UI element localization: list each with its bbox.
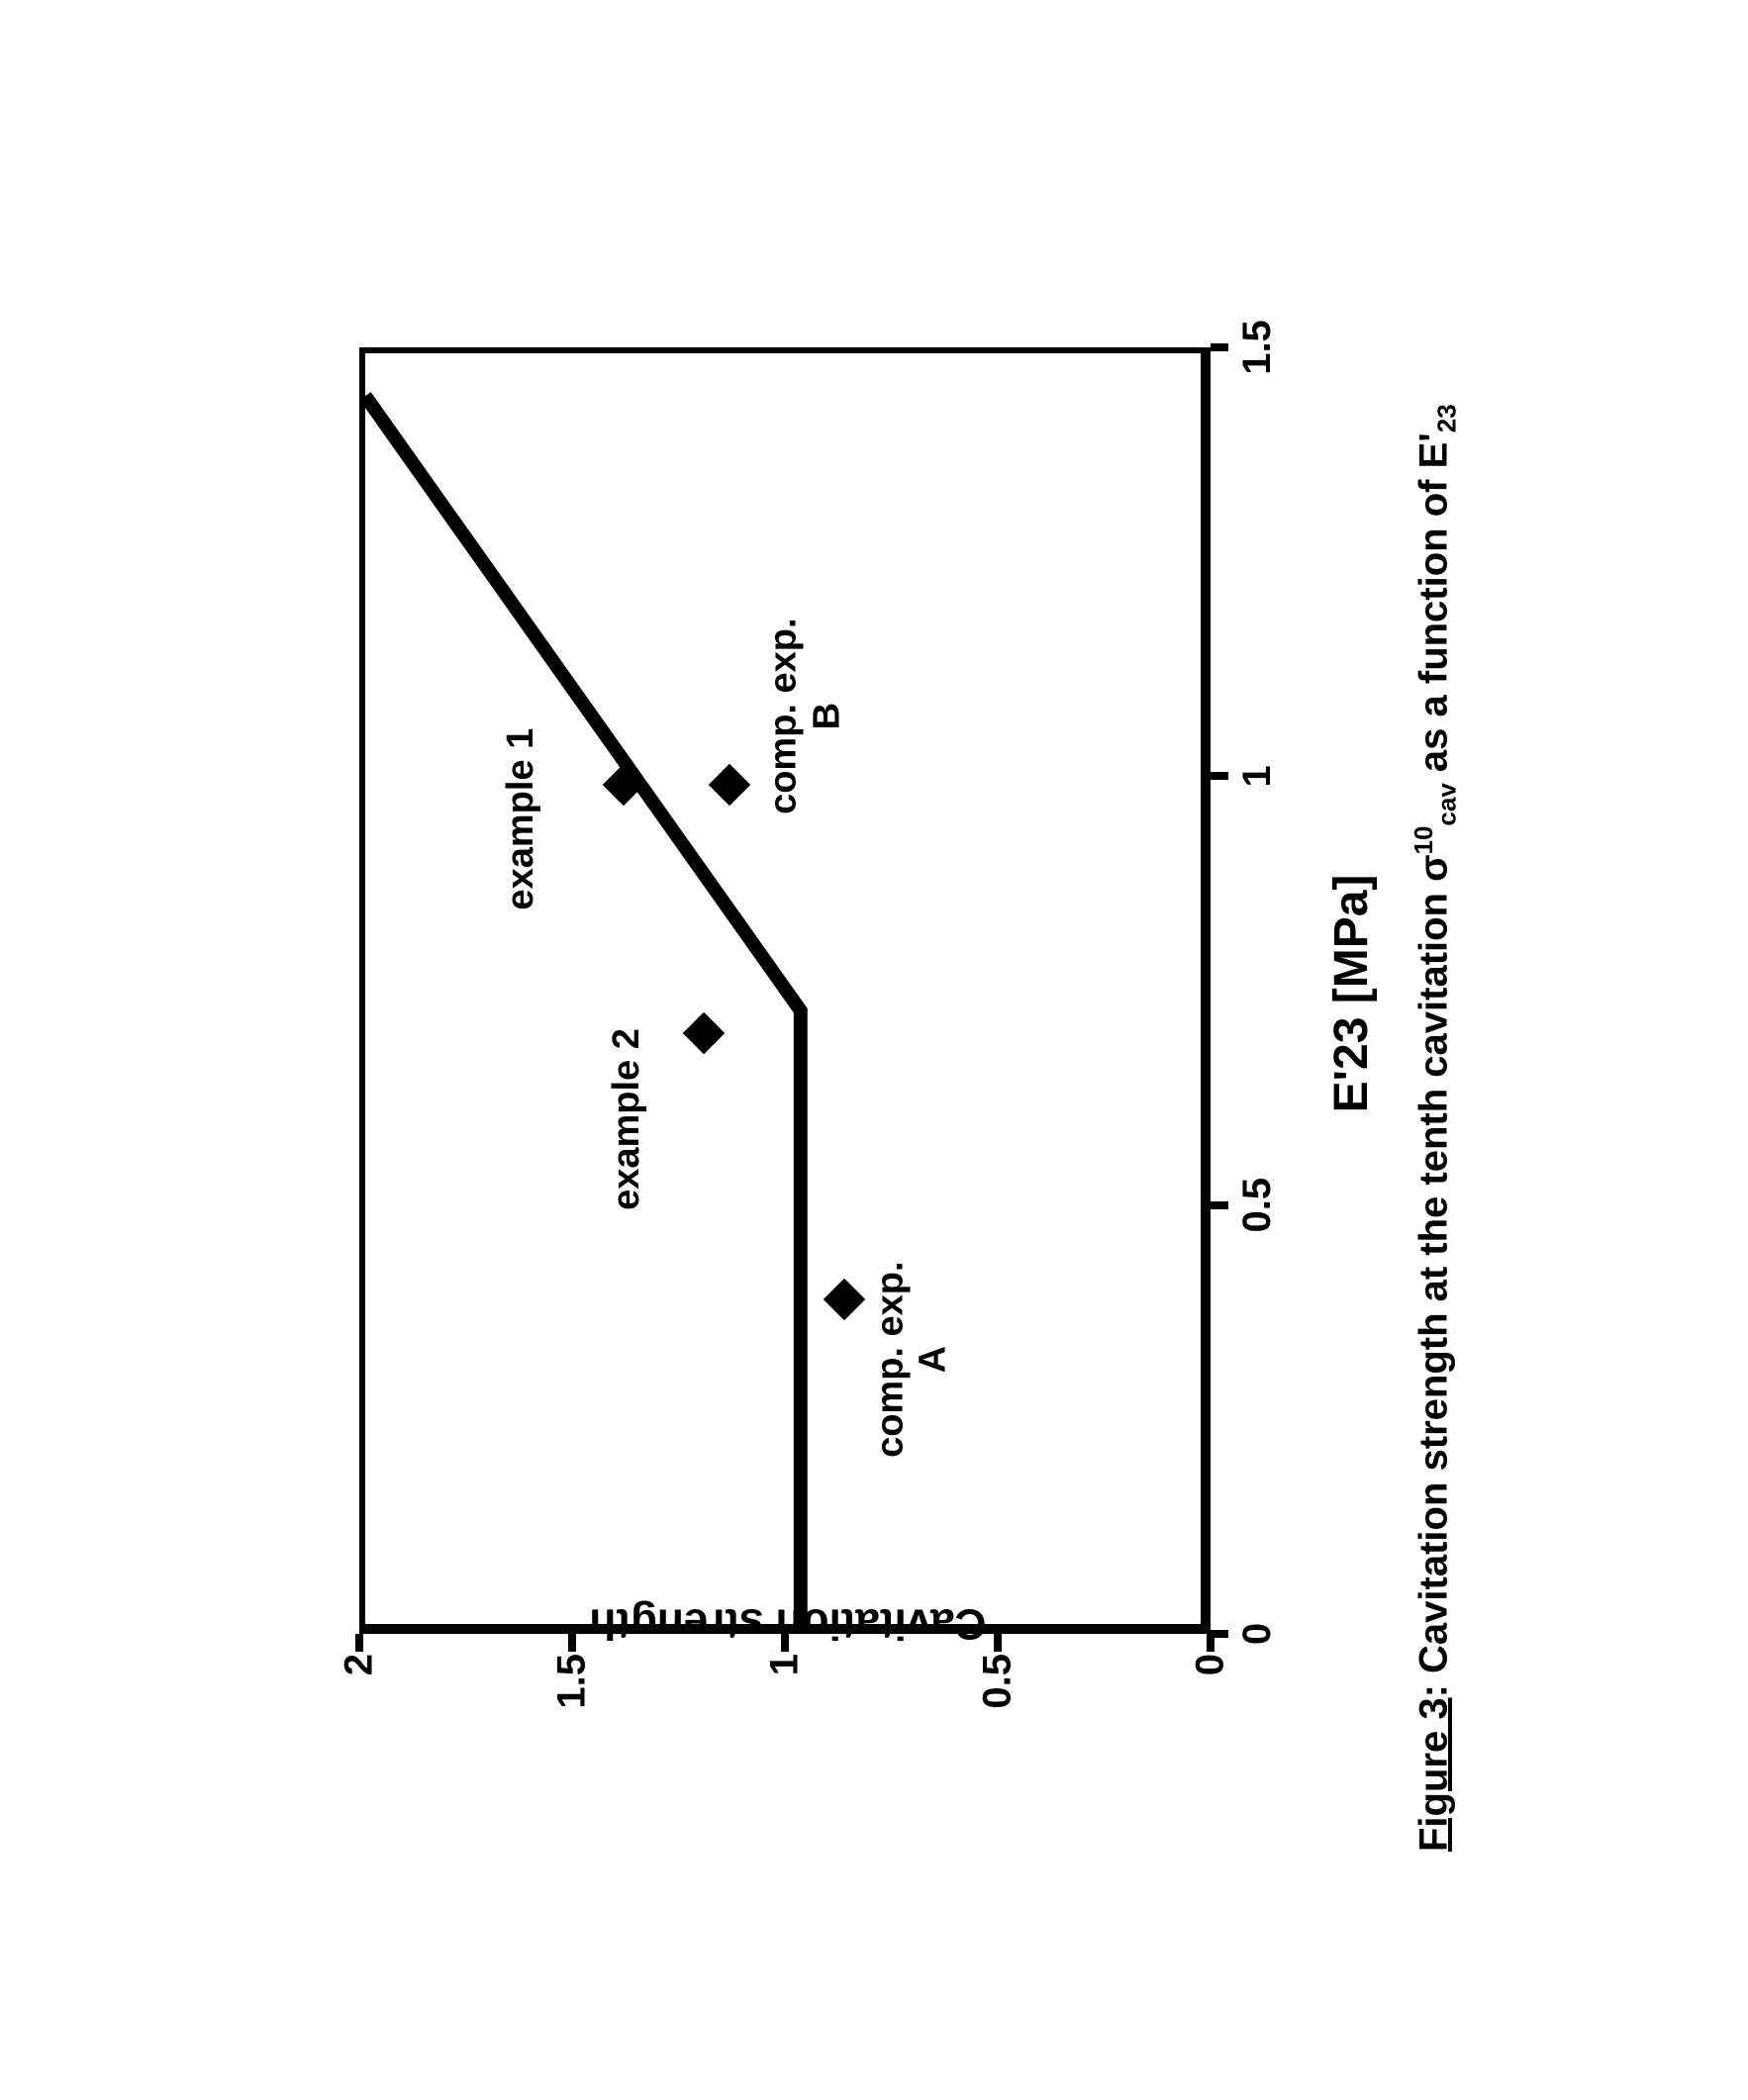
annotation-example2: example 2 xyxy=(606,1028,649,1210)
x-axis-title: E'23 [MPa] xyxy=(1324,875,1379,1113)
x-tick xyxy=(1211,1201,1228,1209)
x-tick xyxy=(1211,772,1228,780)
x-tick-label: 0.5 xyxy=(1235,1178,1280,1233)
y-tick-label: 1 xyxy=(763,1654,808,1743)
y-tick xyxy=(994,1634,1002,1652)
caption-sigma-sub: cav xyxy=(1431,783,1461,825)
x-tick-label: 1.5 xyxy=(1235,320,1280,375)
plot-area: E'23 [MPa] Cavitation strength 00.511.50… xyxy=(359,347,1211,1634)
annotation-compB: comp. exp.B xyxy=(763,618,849,814)
caption-sep: : xyxy=(1411,1673,1455,1697)
y-tick xyxy=(355,1634,363,1652)
annotation-compA: comp. exp.A xyxy=(869,1261,955,1458)
y-tick-label: 2 xyxy=(338,1654,382,1743)
x-tick-label: 0 xyxy=(1235,1623,1280,1645)
x-tick-label: 1 xyxy=(1235,765,1280,787)
caption-sigma: σ xyxy=(1411,855,1455,882)
y-tick-label: 1.5 xyxy=(550,1654,595,1743)
caption-prefix: Figure 3 xyxy=(1411,1697,1455,1852)
y-tick-label: 0.5 xyxy=(976,1654,1020,1743)
caption-text-2: as a function of xyxy=(1411,468,1455,783)
rotated-chart-container: E'23 [MPa] Cavitation strength 00.511.50… xyxy=(280,209,1468,1891)
caption-eprime: E' xyxy=(1411,432,1455,468)
trend-line xyxy=(365,353,1211,1634)
chart-outer: E'23 [MPa] Cavitation strength 00.511.50… xyxy=(280,209,1468,1891)
caption-sigma-sup: 10 xyxy=(1408,826,1438,855)
y-tick-label: 0 xyxy=(1189,1654,1233,1743)
page: E'23 [MPa] Cavitation strength 00.511.50… xyxy=(0,0,1748,2100)
y-tick xyxy=(1207,1634,1214,1652)
x-tick xyxy=(1211,343,1228,351)
figure-caption: Figure 3: Cavitation strength at the ten… xyxy=(1408,404,1462,1852)
y-tick xyxy=(568,1634,576,1652)
caption-eprime-sub: 23 xyxy=(1431,404,1461,432)
y-tick xyxy=(781,1634,789,1652)
annotation-example1: example 1 xyxy=(500,728,543,910)
caption-text-1: Cavitation strength at the tenth cavitat… xyxy=(1411,882,1455,1673)
